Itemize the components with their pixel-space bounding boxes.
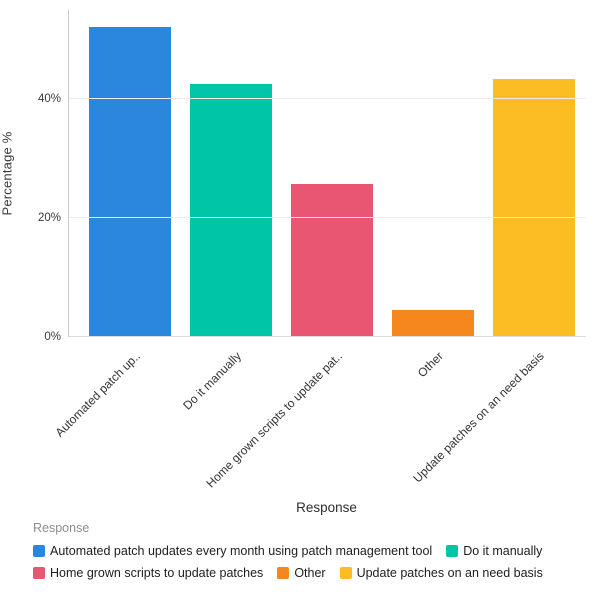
y-tick-label: 40%: [37, 93, 61, 106]
legend: Response Automated patch updates every m…: [33, 521, 593, 580]
legend-item[interactable]: Home grown scripts to update patches: [33, 566, 263, 580]
legend-item-label: Update patches on an need basis: [356, 566, 543, 580]
x-tick-label: Do it manually: [180, 349, 244, 413]
legend-item-label: Home grown scripts to update patches: [50, 566, 264, 580]
x-axis-title: Response: [296, 500, 357, 515]
gridline: [69, 98, 586, 100]
legend-item[interactable]: Update patches on an need basis: [339, 566, 543, 580]
gridline: [69, 336, 586, 337]
y-axis-title: Percentage %: [0, 131, 15, 216]
legend-item[interactable]: Do it manually: [446, 544, 542, 558]
legend-item[interactable]: Automated patch updates every month usin…: [33, 544, 432, 558]
legend-item-label: Other: [294, 566, 326, 580]
legend-swatch-icon: [33, 567, 45, 579]
plot-area: 0% 20% 40%: [38, 10, 586, 343]
gridline: [69, 217, 586, 219]
x-tick-label: Automated patch up..: [52, 349, 143, 440]
legend-swatch-icon: [446, 545, 459, 557]
legend-item[interactable]: Other: [277, 566, 326, 580]
legend-item-label: Do it manually: [463, 544, 543, 558]
x-tick-label: Other: [414, 349, 446, 381]
legend-items: Automated patch updates every month usin…: [33, 544, 593, 580]
legend-swatch-icon: [33, 545, 45, 557]
bar[interactable]: [89, 26, 171, 337]
bar[interactable]: [493, 78, 575, 337]
legend-swatch-icon: [277, 567, 290, 579]
x-axis-tick-labels: Automated patch up.. Do it manually Home g…: [0, 343, 600, 503]
legend-title: Response: [33, 521, 90, 535]
bar[interactable]: [392, 310, 474, 337]
bar[interactable]: [291, 183, 373, 337]
y-tick-label: 20%: [37, 212, 61, 225]
y-tick-label: 0%: [44, 331, 61, 343]
bar[interactable]: [190, 83, 272, 337]
legend-swatch-icon: [339, 567, 352, 579]
legend-item-label: Automated patch updates every month usin…: [50, 544, 433, 558]
bars-container: [69, 10, 586, 337]
